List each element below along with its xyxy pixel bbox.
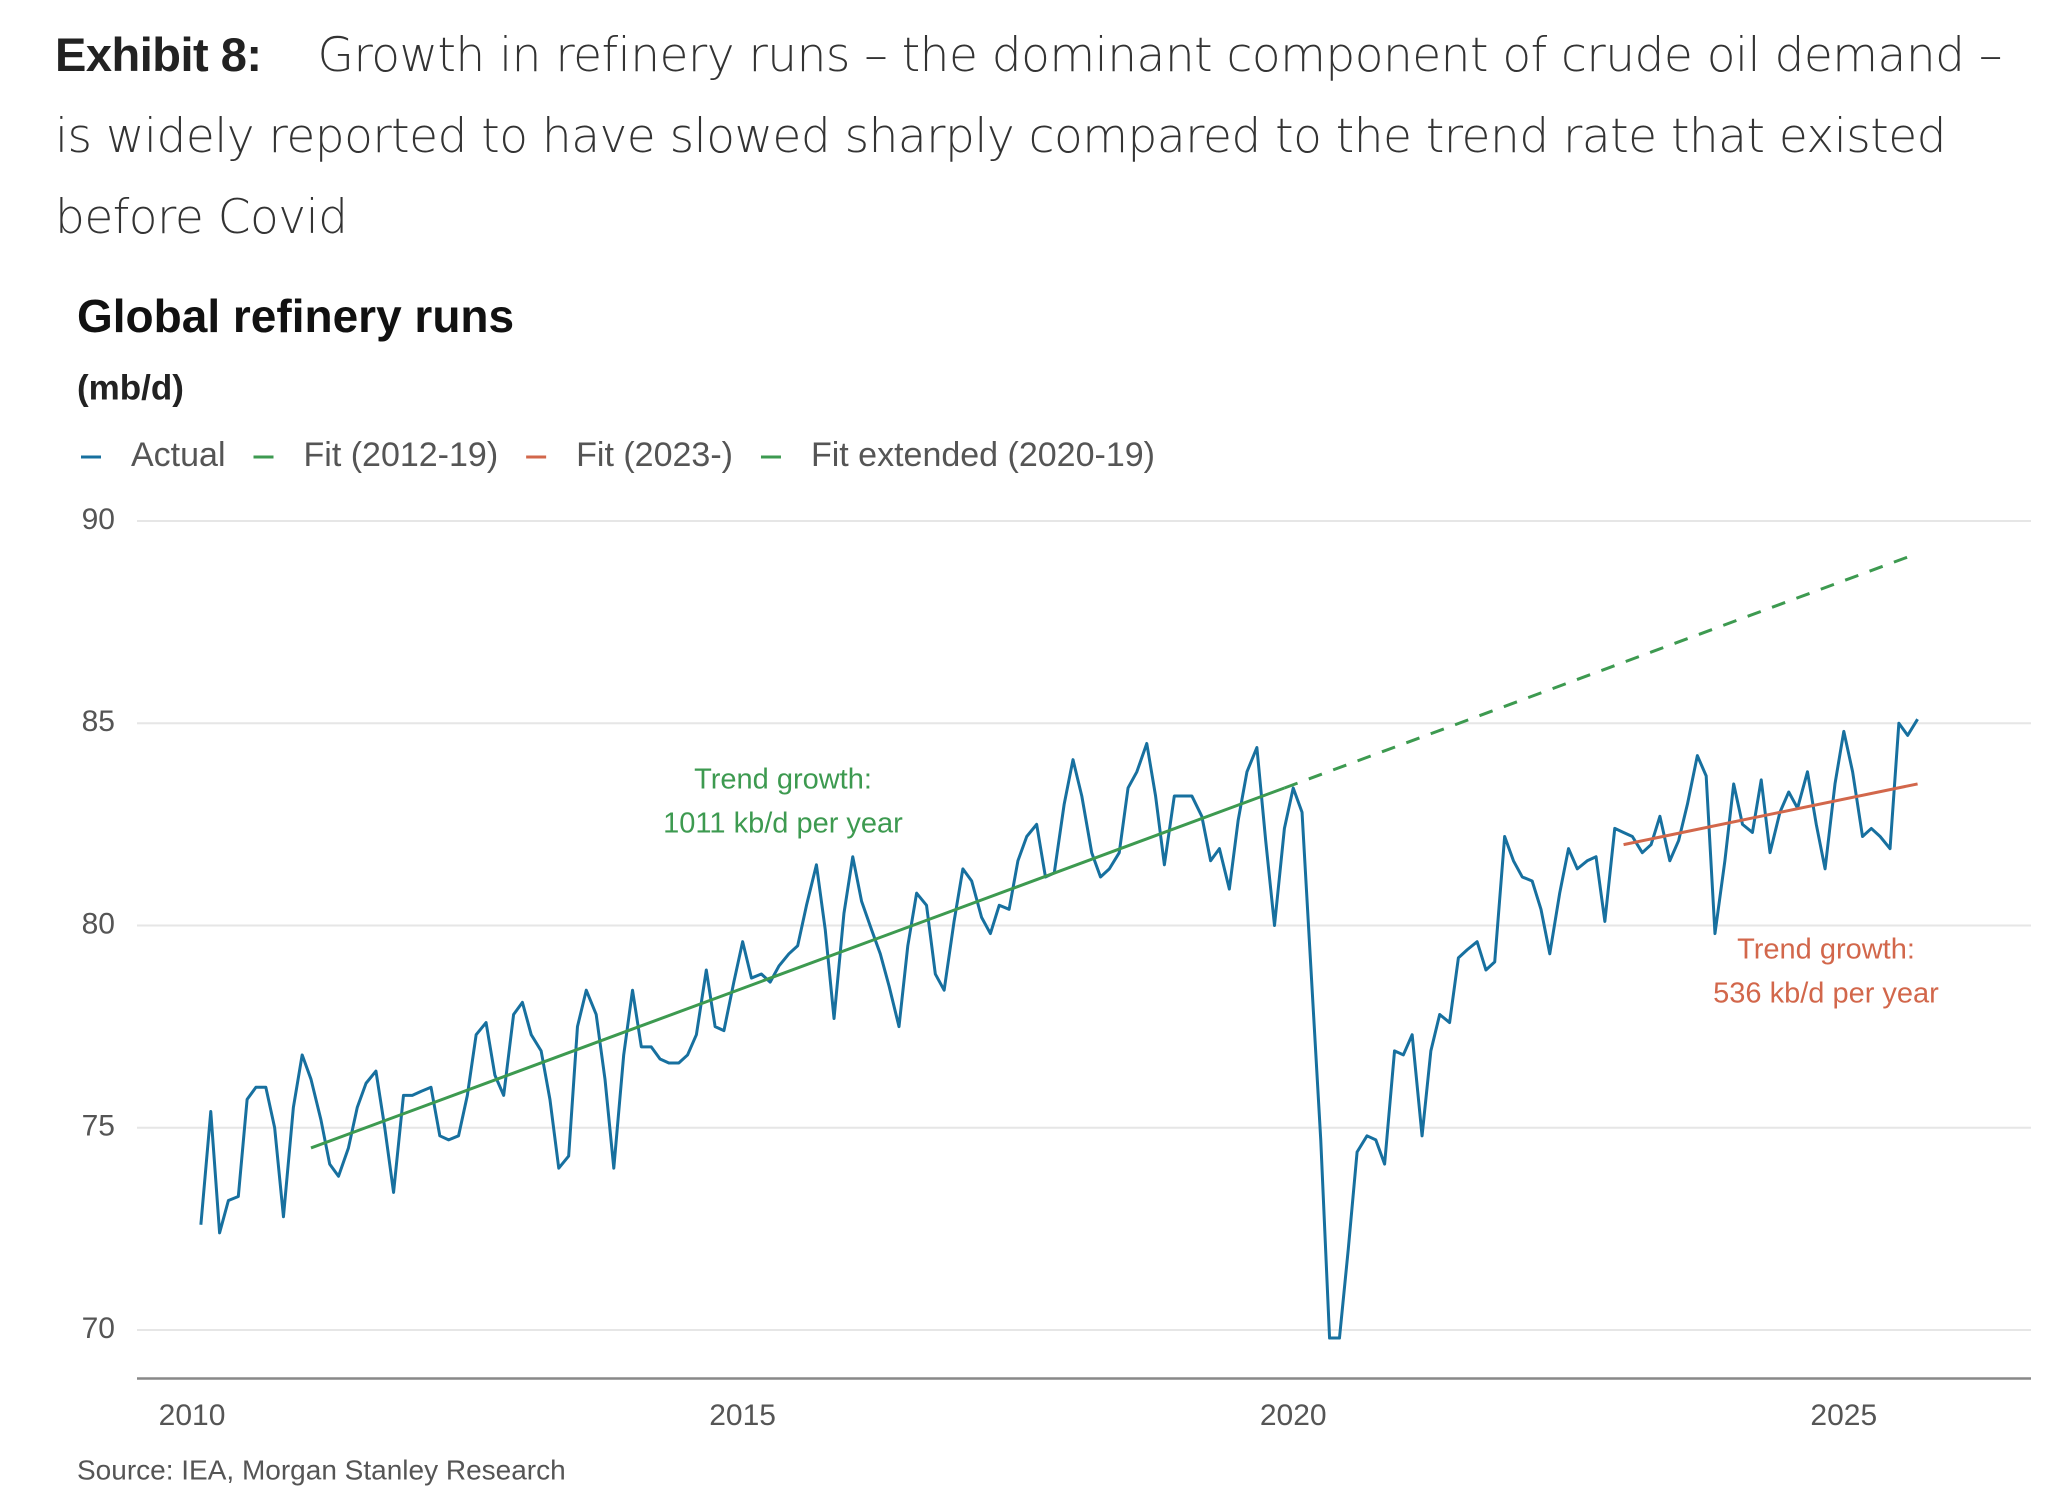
annotation: Trend growth: xyxy=(1737,934,1915,966)
y-tick-label: 70 xyxy=(82,1312,115,1345)
exhibit-header: Exhibit 8: Growth in refinery runs – the … xyxy=(55,14,2045,258)
annotation: 536 kb/d per year xyxy=(1713,978,1939,1010)
source: Source: IEA, Morgan Stanley Research xyxy=(77,1454,566,1485)
series-line xyxy=(1623,782,1918,847)
x-tick-label: 2020 xyxy=(1260,1399,1327,1432)
chart-subtitle: (mb/d) xyxy=(77,368,184,407)
chart-title: Global refinery runs xyxy=(77,290,514,342)
series-line xyxy=(1283,551,1919,790)
x-tick-label: 2025 xyxy=(1810,1399,1877,1432)
exhibit-label: Exhibit 8: xyxy=(55,28,262,81)
legend-label: Fit extended (2020-19) xyxy=(811,436,1155,474)
x-tick-label: 2010 xyxy=(159,1399,226,1432)
legend-label: Fit (2023-) xyxy=(576,436,733,474)
y-tick-label: 90 xyxy=(82,503,115,536)
y-tick-label: 80 xyxy=(82,907,115,940)
annotation: Trend growth: xyxy=(694,764,872,796)
exhibit-text: Growth in refinery runs – the dominant c… xyxy=(55,28,2002,245)
series-line xyxy=(199,718,1919,1340)
y-tick-label: 85 xyxy=(82,705,115,738)
annotation: 1011 kb/d per year xyxy=(663,808,903,840)
legend-label: Fit (2012-19) xyxy=(304,436,499,474)
series-line xyxy=(310,786,1285,1150)
x-tick-label: 2015 xyxy=(709,1399,776,1432)
legend-label: Actual xyxy=(131,436,226,474)
y-tick-label: 75 xyxy=(82,1110,115,1143)
